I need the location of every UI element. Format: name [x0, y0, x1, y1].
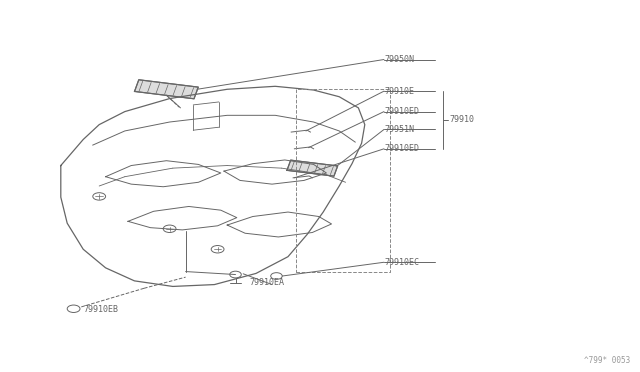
Text: 79910EC: 79910EC: [384, 258, 419, 267]
Text: 79951N: 79951N: [384, 125, 414, 134]
Polygon shape: [134, 80, 198, 99]
Text: 79910ED: 79910ED: [384, 144, 419, 153]
Text: 79910EA: 79910EA: [250, 278, 285, 287]
Text: 79910ED: 79910ED: [384, 107, 419, 116]
Text: 79950N: 79950N: [384, 55, 414, 64]
Polygon shape: [287, 160, 338, 176]
Text: ^799* 0053: ^799* 0053: [584, 356, 630, 365]
Text: 79910: 79910: [449, 115, 474, 125]
Text: 79910E: 79910E: [384, 87, 414, 96]
Text: 79910EB: 79910EB: [83, 305, 118, 314]
